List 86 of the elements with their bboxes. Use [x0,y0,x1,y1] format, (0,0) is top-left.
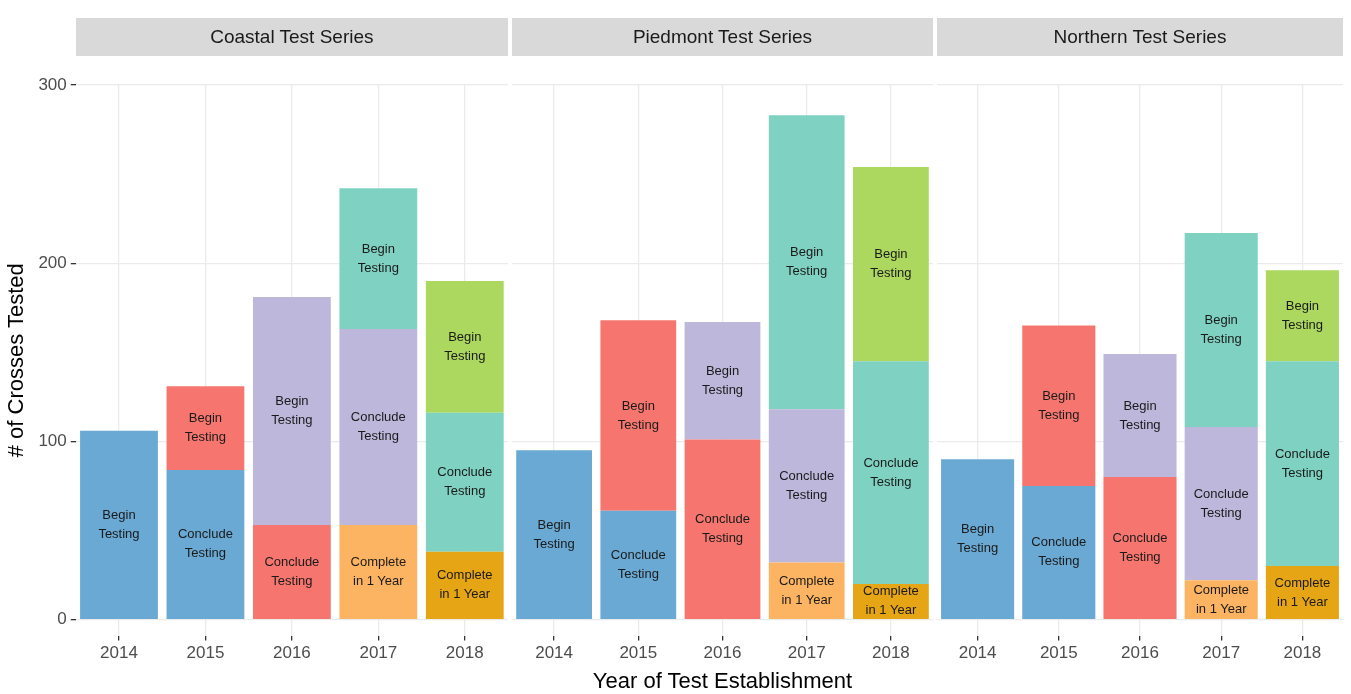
data-label: Begin Testing [184,410,227,445]
x-tick-label: 2018 [1283,643,1322,663]
x-tick-label: 2017 [359,643,398,663]
data-label: Conclude Testing [1112,530,1168,565]
data-label: Begin Testing [1200,312,1242,347]
y-axis-title: # of Crosses Tested [3,263,29,458]
bar [684,439,761,619]
bar [80,430,158,619]
data-label: Complete in 1 Year [1193,581,1250,616]
bar [339,188,418,330]
data-label: Complete in 1 Year [1274,574,1331,609]
chart-title: Northern Test Series [937,18,1343,56]
x-tick-label: 2017 [787,643,826,663]
data-label: Complete in 1 Year [778,572,835,607]
bar [853,166,929,362]
bar [166,386,245,470]
data-label: Begin Testing [1038,387,1080,422]
x-tick-label: 2016 [1121,643,1159,663]
chart-title: Piedmont Test Series [512,18,933,56]
data-label: Conclude Testing [695,511,750,546]
data-label: Complete in 1 Year [436,567,493,602]
data-label: Conclude Testing [610,546,666,581]
bar [1265,270,1339,362]
bar [941,459,1015,619]
bar [166,469,245,619]
data-label: Conclude Testing [1031,534,1087,569]
data-label: Begin Testing [533,516,575,551]
bar [516,450,592,619]
bar [425,551,504,619]
x-tick-label: 2014 [535,643,574,663]
data-label: Conclude Testing [779,468,835,502]
bar [1103,354,1177,478]
data-label: Begin Testing [786,244,828,279]
x-tick-label: 2015 [1039,643,1078,663]
data-label: Begin Testing [957,521,999,556]
data-label: Conclude Testing [264,554,320,589]
x-axis-title: Year of Test Establishment [592,668,853,694]
data-label: Conclude Testing [1193,485,1249,520]
y-tick-label: 0 [57,609,67,629]
data-label: Begin Testing [271,393,313,428]
x-tick-label: 2014 [100,643,138,663]
bar [1022,325,1096,486]
bar [425,412,504,552]
data-label: Begin Testing [617,397,659,432]
data-label: Complete in 1 Year [350,554,407,589]
x-tick-label: 2016 [703,643,742,663]
x-tick-label: 2014 [958,643,997,663]
data-label: Begin Testing [870,246,912,281]
bar [1022,485,1096,619]
bar [252,297,331,526]
data-label: Complete in 1 Year [863,583,919,618]
data-label: Begin Testing [98,506,140,541]
data-label: Conclude Testing [863,454,919,489]
chart-title: Coastal Test Series [75,18,508,56]
bar [1184,232,1258,428]
x-tick-label: 2015 [619,643,658,663]
data-label: Begin Testing [701,362,744,397]
bar [252,525,331,619]
data-label: Begin Testing [357,240,399,275]
x-tick-label: 2018 [871,643,910,663]
bar [339,329,418,526]
bar [600,510,677,619]
bar [600,320,677,511]
data-label: Conclude Testing [1274,445,1330,480]
x-tick-label: 2018 [445,643,484,663]
bar [684,321,761,440]
bar [339,525,418,619]
bar [1265,361,1339,567]
data-label: Begin Testing [1281,297,1323,332]
bar [425,281,504,413]
bar [1103,477,1177,619]
data-label: Conclude Testing [350,409,406,444]
bar [768,409,845,563]
x-tick-label: 2015 [186,643,225,663]
bar [1184,427,1258,581]
y-tick-label: 100 [38,431,67,451]
bar [768,115,845,410]
x-tick-label: 2016 [272,643,311,663]
x-tick-label: 2017 [1202,643,1241,663]
y-tick-label: 200 [38,252,67,272]
data-label: Conclude Testing [437,464,493,499]
data-label: Begin Testing [444,329,486,364]
data-label: Begin Testing [1119,397,1161,432]
data-label: Conclude Testing [177,526,233,561]
y-tick-label: 300 [38,74,67,94]
bar [853,361,929,584]
